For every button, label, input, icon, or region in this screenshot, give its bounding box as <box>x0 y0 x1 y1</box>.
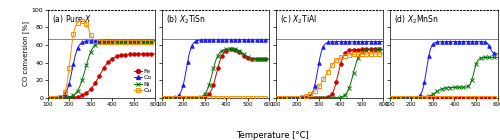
Text: (b) $X_2$TiSn: (b) $X_2$TiSn <box>166 13 206 26</box>
Legend: Fe, Co, Ni, Cu: Fe, Co, Ni, Cu <box>134 69 152 93</box>
Y-axis label: CO conversion [%]: CO conversion [%] <box>22 21 29 86</box>
Text: (d) $X_2$MnSn: (d) $X_2$MnSn <box>394 13 438 26</box>
Text: (c) $X_2$TiAl: (c) $X_2$TiAl <box>280 13 317 26</box>
Text: (a) Pure $X$: (a) Pure $X$ <box>52 13 92 25</box>
Text: Temperature [°C]: Temperature [°C] <box>236 131 309 140</box>
